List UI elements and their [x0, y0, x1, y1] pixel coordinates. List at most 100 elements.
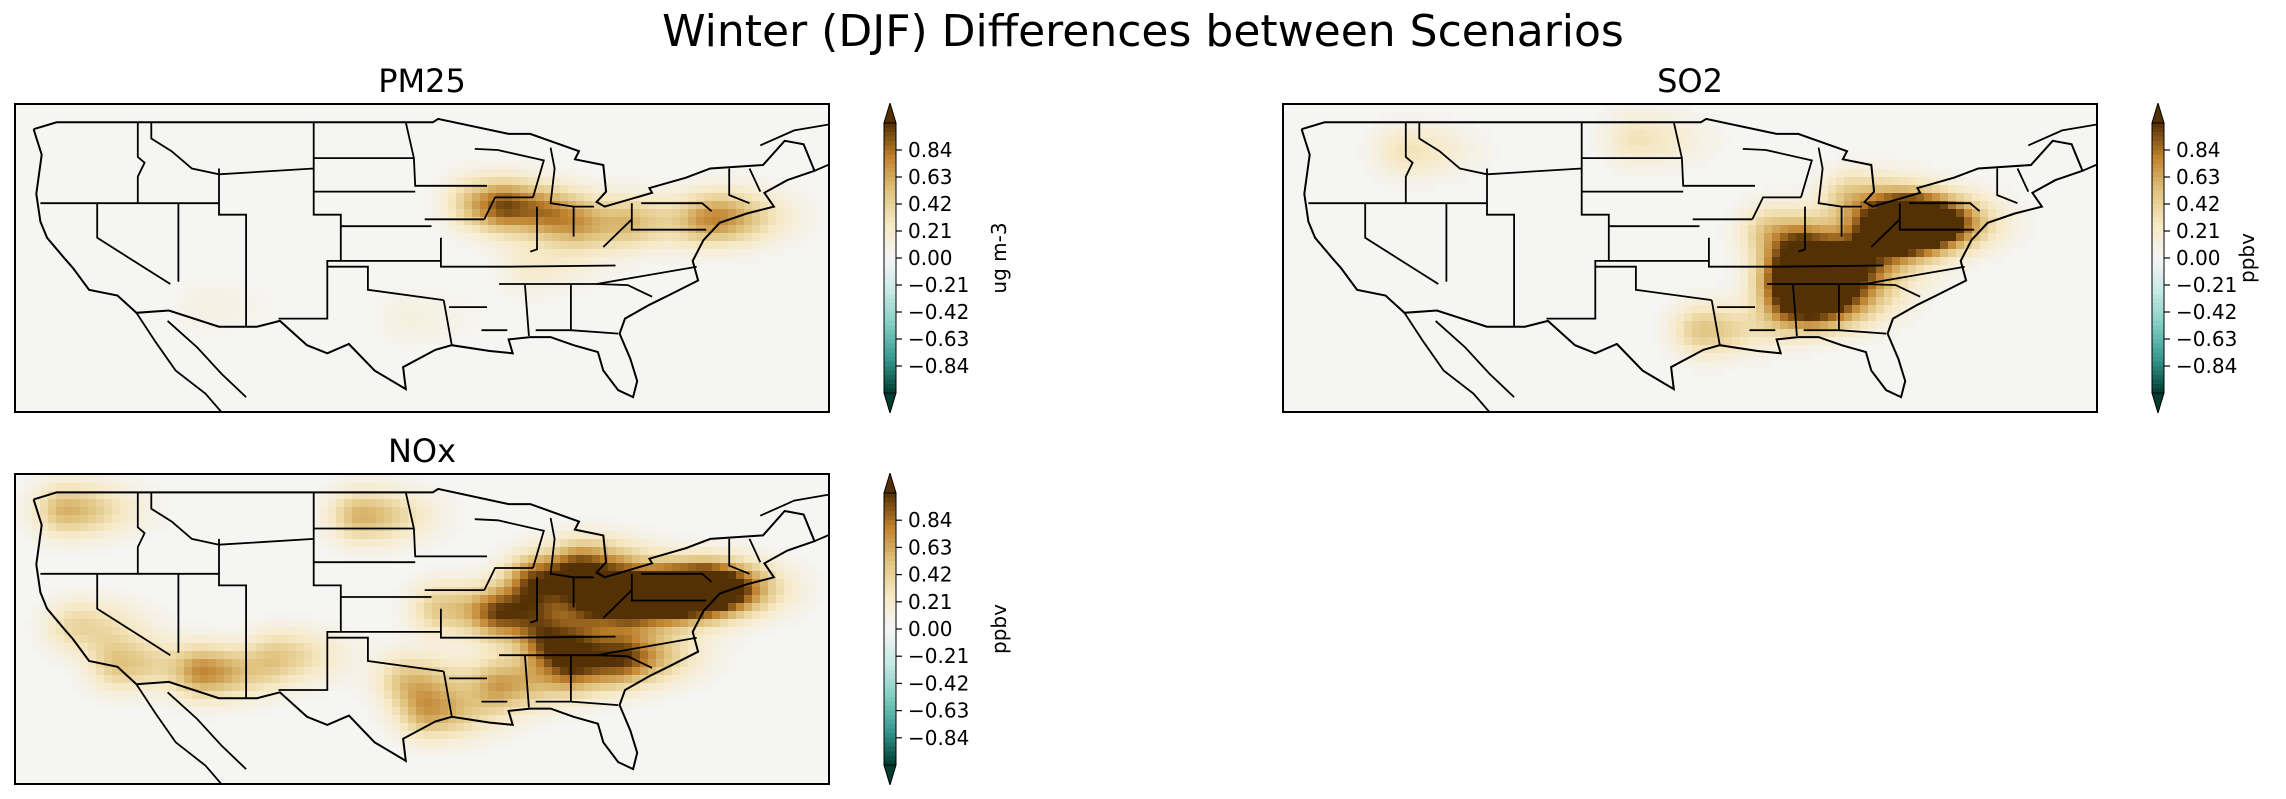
field-cell: [608, 635, 616, 643]
field-cell: [600, 209, 608, 217]
field-cell: [656, 595, 664, 603]
colorbar-segment: [884, 506, 896, 512]
field-cell: [712, 539, 720, 547]
field-cell: [1868, 297, 1876, 305]
field-cell: [2020, 241, 2028, 249]
field-cell: [488, 265, 496, 273]
field-cell: [1772, 241, 1780, 249]
field-cell: [232, 659, 240, 667]
field-cell: [496, 715, 504, 723]
field-cell: [480, 563, 488, 571]
field-cell: [64, 627, 72, 635]
field-cell: [1828, 249, 1836, 257]
field-cell: [256, 651, 264, 659]
field-cell: [216, 683, 224, 691]
field-cell: [208, 643, 216, 651]
field-cell: [584, 273, 592, 281]
field-cell: [584, 611, 592, 619]
mexico-coast: [166, 320, 247, 398]
field-cell: [1748, 209, 1756, 217]
field-cell: [520, 579, 528, 587]
field-cell: [472, 667, 480, 675]
field-cell: [1844, 273, 1852, 281]
field-cell: [336, 507, 344, 515]
field-cell: [440, 643, 448, 651]
field-cell: [1724, 305, 1732, 313]
field-cell: [496, 579, 504, 587]
field-cell: [240, 659, 248, 667]
colorbar-tick-label: −0.84: [2176, 354, 2237, 378]
field-cell: [264, 659, 272, 667]
field-cell: [72, 611, 80, 619]
field-cell: [632, 683, 640, 691]
field-cell: [528, 595, 536, 603]
field-cell: [1884, 161, 1892, 169]
field-cell: [280, 651, 288, 659]
field-cell: [528, 691, 536, 699]
field-cell: [728, 571, 736, 579]
colorbar-segment: [884, 352, 896, 358]
field-cell: [608, 691, 616, 699]
field-cell: [480, 659, 488, 667]
field-cell: [408, 595, 416, 603]
field-cell: [552, 635, 560, 643]
field-cell: [456, 515, 464, 523]
field-cell: [1484, 137, 1492, 145]
field-cell: [1764, 337, 1772, 345]
field-cell: [120, 635, 128, 643]
field-cell: [88, 515, 96, 523]
field-cell: [1732, 289, 1740, 297]
field-cell: [720, 555, 728, 563]
field-cell: [152, 699, 160, 707]
field-cell: [1892, 321, 1900, 329]
field-cell: [104, 675, 112, 683]
field-cell: [1932, 169, 1940, 177]
field-cell: [720, 185, 728, 193]
field-cell: [648, 667, 656, 675]
field-cell: [472, 595, 480, 603]
field-cell: [680, 555, 688, 563]
field-cell: [504, 273, 512, 281]
field-cell: [696, 563, 704, 571]
field-cell: [520, 185, 528, 193]
field-cell: [400, 499, 408, 507]
field-cell: [296, 619, 304, 627]
field-cell: [520, 273, 528, 281]
field-cell: [1860, 297, 1868, 305]
field-cell: [32, 507, 40, 515]
field-cell: [144, 515, 152, 523]
field-cell: [608, 579, 616, 587]
field-cell: [80, 595, 88, 603]
field-cell: [592, 281, 600, 289]
state-boundary: [2016, 168, 2030, 192]
state-boundary: [630, 573, 707, 602]
field-cell: [1884, 297, 1892, 305]
field-cell: [168, 635, 176, 643]
field-cell: [424, 651, 432, 659]
field-cell: [456, 169, 464, 177]
field-cell: [576, 523, 584, 531]
field-cell: [1956, 249, 1964, 257]
field-cell: [560, 241, 568, 249]
field-cell: [160, 675, 168, 683]
field-cell: [688, 683, 696, 691]
field-cell: [648, 241, 656, 249]
field-cell: [248, 289, 256, 297]
field-cell: [464, 225, 472, 233]
field-cell: [616, 651, 624, 659]
field-cell: [240, 635, 248, 643]
field-cell: [608, 595, 616, 603]
field-cell: [712, 643, 720, 651]
field-cell: [184, 651, 192, 659]
field-cell: [328, 667, 336, 675]
field-cell: [648, 539, 656, 547]
field-cell: [424, 531, 432, 539]
field-cell: [384, 297, 392, 305]
field-cell: [80, 499, 88, 507]
field-cell: [368, 491, 376, 499]
field-cell: [1884, 185, 1892, 193]
field-cell: [216, 321, 224, 329]
field-cell: [576, 169, 584, 177]
field-cell: [416, 297, 424, 305]
field-cell: [416, 547, 424, 555]
